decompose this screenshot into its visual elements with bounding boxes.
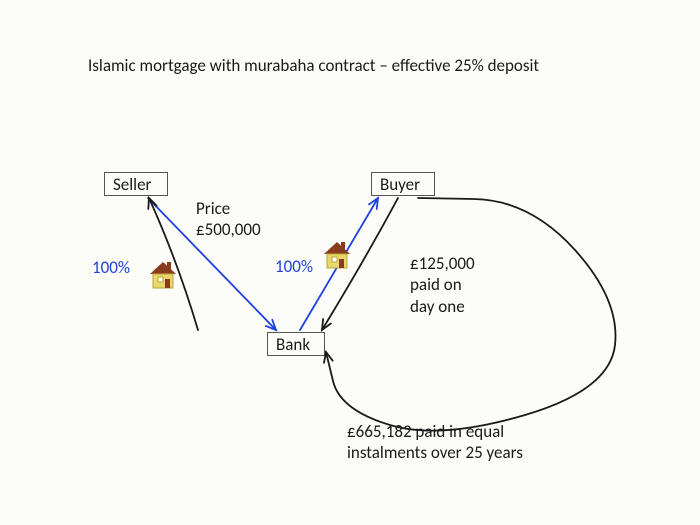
node-buyer: Buyer <box>371 172 435 196</box>
node-seller: Seller <box>104 172 168 196</box>
label-price: Price£500,000 <box>196 198 261 241</box>
node-bank: Bank <box>267 332 325 356</box>
label-instalments: £665,182 paid in equalinstalments over 2… <box>347 421 523 464</box>
label-pct-left: 100% <box>92 257 130 278</box>
diagram-title: Islamic mortgage with murabaha contract … <box>88 55 539 76</box>
label-pct-right: 100% <box>275 256 313 277</box>
label-paid-day-one: £125,000paid onday one <box>410 253 475 317</box>
